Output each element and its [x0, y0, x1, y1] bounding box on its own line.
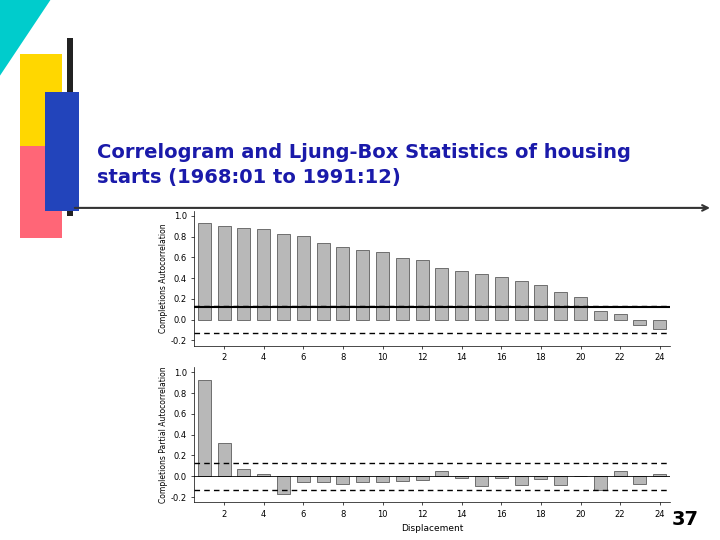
Bar	[653, 320, 666, 329]
Text: 37: 37	[671, 510, 698, 529]
Bar	[257, 474, 270, 476]
Bar	[257, 230, 270, 320]
Bar	[376, 476, 389, 482]
Bar	[238, 228, 251, 320]
Polygon shape	[0, 0, 50, 76]
Bar	[613, 314, 626, 320]
Bar	[475, 476, 488, 485]
Bar	[415, 260, 428, 320]
Bar	[297, 235, 310, 320]
Bar	[415, 476, 428, 481]
Bar	[277, 234, 290, 320]
Bar	[336, 476, 349, 483]
Bar	[396, 476, 409, 482]
Bar	[515, 476, 528, 484]
Bar	[495, 476, 508, 478]
Bar	[376, 252, 389, 320]
Bar	[515, 281, 528, 320]
Bar	[436, 268, 449, 320]
Bar	[594, 476, 607, 490]
Bar	[317, 476, 330, 482]
Bar	[554, 476, 567, 484]
Bar	[317, 243, 330, 320]
Bar	[217, 226, 230, 320]
Bar	[198, 223, 211, 320]
Bar	[198, 380, 211, 476]
Bar	[574, 297, 587, 320]
Bar	[238, 469, 251, 476]
Bar	[277, 476, 290, 494]
Bar	[67, 38, 73, 216]
Bar	[534, 476, 547, 480]
Bar	[396, 258, 409, 320]
Bar	[217, 443, 230, 476]
Y-axis label: Completions Autocorrelation: Completions Autocorrelation	[159, 223, 168, 333]
Bar	[336, 247, 349, 320]
Bar	[436, 471, 449, 476]
Bar	[297, 476, 310, 482]
Bar	[613, 471, 626, 476]
Bar	[475, 274, 488, 320]
X-axis label: Displacement: Displacement	[401, 368, 463, 377]
Bar	[594, 312, 607, 320]
X-axis label: Displacement: Displacement	[401, 524, 463, 534]
Bar	[20, 146, 62, 238]
Bar	[45, 92, 79, 211]
Bar	[455, 476, 468, 478]
Bar	[634, 476, 647, 483]
Bar	[356, 250, 369, 320]
Bar	[495, 277, 508, 320]
Bar	[554, 292, 567, 320]
Bar	[356, 476, 369, 482]
Bar	[534, 285, 547, 320]
Text: Correlogram and Ljung-Box Statistics of housing
starts (1968:01 to 1991:12): Correlogram and Ljung-Box Statistics of …	[97, 143, 631, 187]
Bar	[455, 271, 468, 320]
Bar	[634, 320, 647, 325]
Y-axis label: Completions Partial Autocorrelation: Completions Partial Autocorrelation	[159, 366, 168, 503]
Bar	[20, 54, 62, 146]
Bar	[653, 474, 666, 476]
